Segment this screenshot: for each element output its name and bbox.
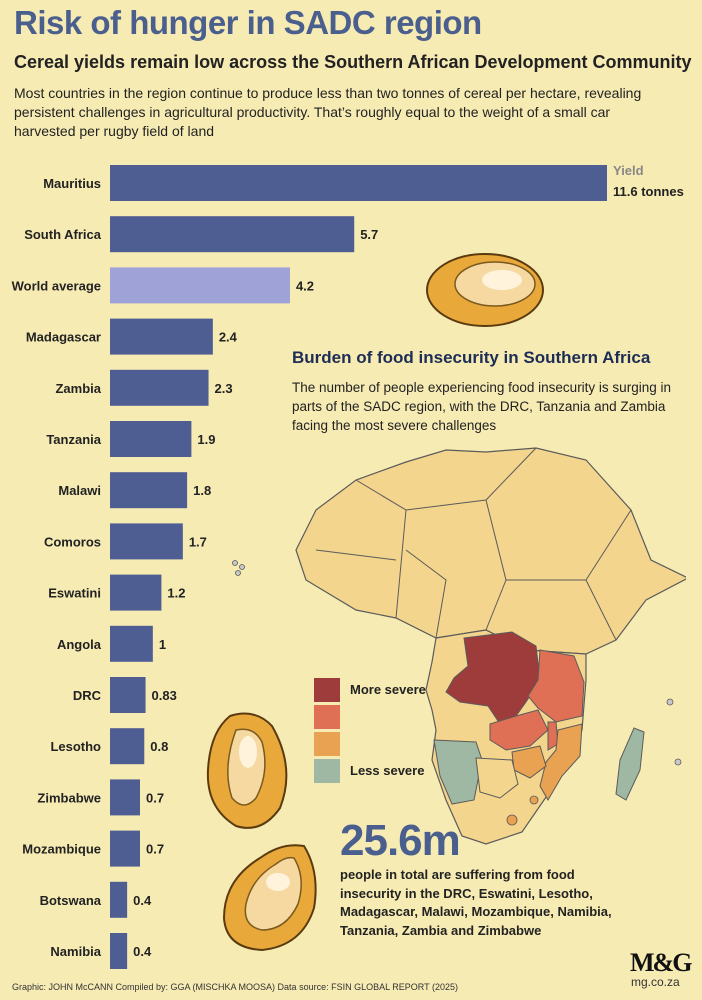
series-label: Yield [613, 163, 644, 178]
bar-eswatini [110, 574, 162, 611]
value-label: 0.83 [152, 688, 177, 703]
category-label: Comoros [44, 534, 101, 549]
category-label: Mauritius [43, 176, 101, 191]
bar-zimbabwe [110, 779, 140, 816]
stat-description: people in total are suffering from food … [340, 867, 612, 938]
africa-food-insecurity-map [295, 447, 686, 845]
legend-label-more-severe: More severe [350, 682, 426, 697]
map-region-namibia [433, 739, 483, 805]
bar-world-average [110, 267, 290, 304]
bar-south-africa [110, 216, 355, 253]
legend-swatch-more-severe [314, 677, 340, 702]
category-label: Lesotho [50, 739, 101, 754]
category-label: South Africa [24, 227, 102, 242]
legend-swatch-less-severe [314, 758, 340, 783]
value-label: 0.7 [146, 790, 164, 805]
brand-logo: M&G [630, 948, 692, 977]
category-label: Angola [57, 637, 102, 652]
category-label: Eswatini [48, 586, 101, 601]
map-region-madagascar [615, 727, 645, 801]
map-borders-north [315, 447, 632, 641]
stat-number: 25.6m [340, 816, 461, 865]
legend-swatch-3 [314, 731, 340, 756]
map-section-title: Burden of food insecurity in Southern Af… [292, 348, 651, 367]
map-islands-west [232, 560, 245, 576]
value-label: 0.8 [150, 739, 168, 754]
bar-drc [110, 677, 146, 713]
category-label: Mozambique [22, 842, 101, 857]
value-label: 1.2 [167, 586, 185, 601]
legend-swatch-2 [314, 704, 340, 729]
bar-mozambique [110, 830, 140, 867]
category-label: Zambia [55, 381, 101, 396]
map-section-description: The number of people experiencing food i… [292, 380, 671, 433]
value-label: 11.6 tonnes [613, 184, 684, 199]
category-label: Zimbabwe [37, 790, 101, 805]
map-region-botswana [475, 757, 519, 799]
value-label: 2.4 [219, 330, 238, 345]
value-label: 1.8 [193, 483, 211, 498]
legend-row-4: Less severe [314, 757, 426, 784]
value-label: 1.9 [197, 432, 215, 447]
legend-row-1: More severe [314, 676, 426, 703]
bar-botswana [110, 881, 128, 918]
value-label: 0.4 [133, 893, 152, 908]
legend-label-less-severe: Less severe [350, 763, 425, 778]
map-land-north [295, 447, 686, 655]
bar-malawi [110, 472, 188, 509]
category-label: Botswana [40, 893, 102, 908]
grain-illustration-3 [222, 844, 317, 952]
value-label: 5.7 [360, 227, 378, 242]
bar-namibia [110, 933, 128, 969]
map-island-2 [666, 698, 674, 706]
grain-illustration-1 [426, 253, 544, 327]
value-label: 0.7 [146, 842, 164, 857]
bar-madagascar [110, 318, 213, 355]
bar-tanzania [110, 421, 192, 457]
category-label: Madagascar [26, 330, 101, 345]
grain-illustration-2 [206, 712, 288, 829]
value-label: 4.2 [296, 278, 314, 293]
value-label: 2.3 [215, 381, 233, 396]
category-label: World average [12, 278, 101, 293]
map-region-lesotho [506, 814, 518, 826]
page-subtitle: Cereal yields remain low across the Sout… [14, 52, 692, 72]
bar-mauritius [110, 165, 607, 201]
map-region-eswatini [529, 795, 539, 805]
page-title: Risk of hunger in SADC region [14, 4, 482, 41]
category-label: Namibia [50, 944, 101, 959]
bar-comoros [110, 523, 183, 560]
value-label: 1.7 [189, 534, 207, 549]
value-label: 0.4 [133, 944, 152, 959]
legend-row-2 [314, 703, 426, 730]
map-legend: More severe Less severe [314, 676, 426, 784]
bar-zambia [110, 369, 209, 406]
map-region-mozambique [539, 723, 583, 801]
map-region-zambia [489, 709, 549, 751]
category-label: Tanzania [46, 432, 101, 447]
bar-lesotho [110, 728, 145, 765]
brand-url: mg.co.za [631, 975, 680, 989]
credits-footer: Graphic: JOHN McCANN Compiled by: GGA (M… [12, 982, 458, 992]
category-label: Malawi [58, 483, 101, 498]
legend-row-3 [314, 730, 426, 757]
map-island-3 [674, 758, 682, 766]
bar-angola [110, 625, 153, 662]
category-label: DRC [73, 688, 102, 703]
value-label: 1 [159, 637, 166, 652]
intro-text: Most countries in the region continue to… [14, 85, 642, 139]
